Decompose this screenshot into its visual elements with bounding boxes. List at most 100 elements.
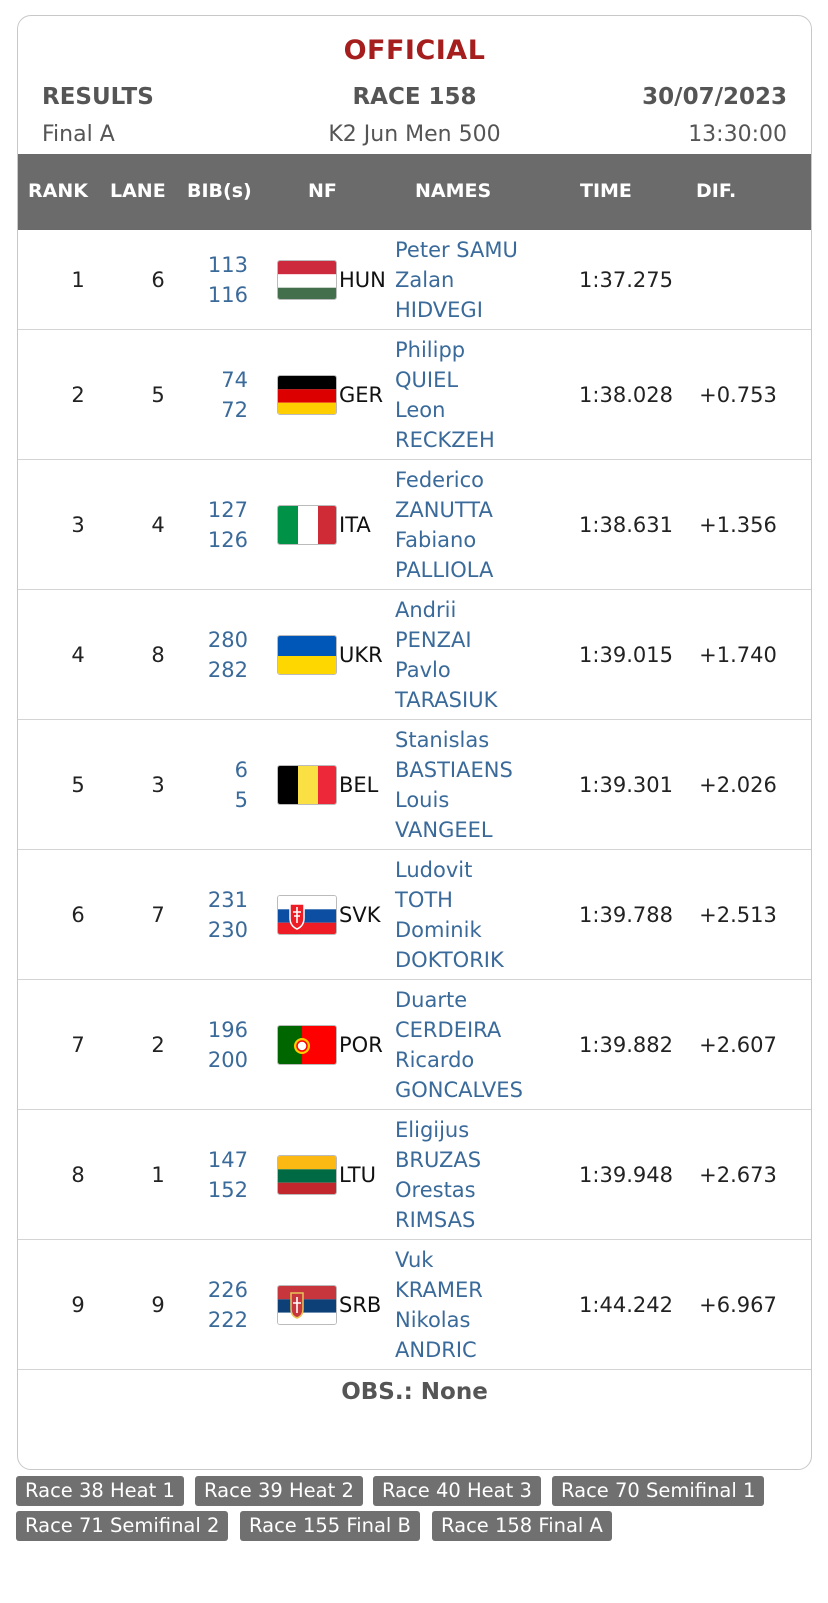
athlete-name-link[interactable]: Orestas — [395, 1177, 476, 1202]
athlete-name-link[interactable]: PALLIOLA — [395, 557, 494, 582]
athlete-name-link[interactable]: QUIEL — [395, 367, 459, 392]
svk-flag-icon — [277, 894, 337, 935]
bib-link[interactable]: 127 — [207, 497, 248, 522]
nf-cell: HUN — [339, 267, 386, 292]
athlete-name-link[interactable]: VANGEEL — [395, 817, 493, 842]
bib-link[interactable]: 280 — [207, 627, 248, 652]
athlete-name-link[interactable]: Federico — [395, 467, 484, 492]
athlete-name-link[interactable]: Philipp — [395, 337, 466, 362]
col-rank: RANK — [28, 180, 88, 202]
dif-cell: +2.673 — [699, 1162, 777, 1187]
athlete-name-link[interactable]: Fabiano — [395, 527, 477, 552]
athlete-name-link[interactable]: GONCALVES — [395, 1077, 523, 1102]
names-cell: Andrii PENZAI Pavlo TARASIUK — [395, 595, 555, 715]
ita-flag-icon — [277, 504, 337, 545]
names-cell: Duarte CERDEIRA Ricardo GONCALVES — [395, 985, 555, 1105]
athlete-name-link[interactable]: Peter SAMU — [395, 237, 518, 262]
bib-link[interactable]: 200 — [207, 1047, 248, 1072]
names-cell: Philipp QUIEL Leon RECKZEH — [395, 335, 555, 455]
bel-flag-icon — [277, 764, 337, 805]
bib-link[interactable]: 282 — [207, 657, 248, 682]
athlete-name-link[interactable]: Andrii — [395, 597, 457, 622]
athlete-name-link[interactable]: RIMSAS — [395, 1207, 476, 1232]
rank-cell: 2 — [71, 382, 85, 407]
table-row: 3 4 127 126 ITA Federico ZANUTTA Fabiano PALLIOL… — [18, 460, 811, 590]
dif-cell: +1.740 — [699, 642, 777, 667]
bib-link[interactable]: 72 — [221, 397, 248, 422]
bibs-cell: 280 282 — [198, 625, 248, 685]
nf-cell: UKR — [339, 642, 383, 667]
time-cell: 1:38.631 — [579, 512, 673, 537]
names-cell: Federico ZANUTTA Fabiano PALLIOLA — [395, 465, 555, 585]
race-link-button[interactable]: Race 155 Final B — [240, 1511, 420, 1541]
athlete-name-link[interactable]: Pavlo — [395, 657, 451, 682]
race-link-button[interactable]: Race 71 Semifinal 2 — [16, 1511, 229, 1541]
athlete-name-link[interactable]: BASTIAENS — [395, 757, 513, 782]
race-link-button[interactable]: Race 40 Heat 3 — [373, 1476, 541, 1506]
rank-cell: 1 — [71, 267, 85, 292]
bib-link[interactable]: 116 — [207, 282, 248, 307]
bib-link[interactable]: 74 — [221, 367, 248, 392]
athlete-name-link[interactable]: HIDVEGI — [395, 297, 483, 322]
athlete-name-link[interactable]: Eligijus — [395, 1117, 470, 1142]
athlete-name-link[interactable]: Duarte — [395, 987, 468, 1012]
athlete-name-link[interactable]: CERDEIRA — [395, 1017, 502, 1042]
race-phase: Final A — [42, 122, 115, 147]
time-cell: 1:39.948 — [579, 1162, 673, 1187]
athlete-name-link[interactable]: TOTH — [395, 887, 453, 912]
dif-cell: +2.513 — [699, 902, 777, 927]
rank-cell: 8 — [71, 1162, 85, 1187]
bib-link[interactable]: 147 — [207, 1147, 248, 1172]
lane-cell: 4 — [151, 512, 165, 537]
athlete-name-link[interactable]: ZANUTTA — [395, 497, 493, 522]
athlete-name-link[interactable]: Ricardo — [395, 1047, 475, 1072]
nf-cell: ITA — [339, 512, 371, 537]
lane-cell: 8 — [151, 642, 165, 667]
race-link-button[interactable]: Race 38 Heat 1 — [16, 1476, 184, 1506]
athlete-name-link[interactable]: Stanislas — [395, 727, 490, 752]
race-link-button[interactable]: Race 39 Heat 2 — [195, 1476, 363, 1506]
por-flag-icon — [277, 1024, 337, 1065]
athlete-name-link[interactable]: Dominik — [395, 917, 482, 942]
bib-link[interactable]: 196 — [207, 1017, 248, 1042]
table-row: 7 2 196 200 POR Duarte CERDEIRA Ricardo GONCALVE… — [18, 980, 811, 1110]
rank-cell: 7 — [71, 1032, 85, 1057]
bib-link[interactable]: 152 — [207, 1177, 248, 1202]
bib-link[interactable]: 222 — [207, 1307, 248, 1332]
athlete-name-link[interactable]: KRAMER — [395, 1277, 483, 1302]
athlete-name-link[interactable]: Zalan — [395, 267, 455, 292]
athlete-name-link[interactable]: Nikolas — [395, 1307, 471, 1332]
bib-link[interactable]: 230 — [207, 917, 248, 942]
race-link-button[interactable]: Race 158 Final A — [432, 1511, 612, 1541]
col-dif: DIF. — [696, 180, 737, 202]
bibs-cell: 74 72 — [198, 365, 248, 425]
bib-link[interactable]: 231 — [207, 887, 248, 912]
col-lane: LANE — [110, 180, 166, 202]
bib-link[interactable]: 226 — [207, 1277, 248, 1302]
athlete-name-link[interactable]: Ludovit — [395, 857, 473, 882]
athlete-name-link[interactable]: TARASIUK — [395, 687, 498, 712]
nf-cell: BEL — [339, 772, 379, 797]
athlete-name-link[interactable]: DOKTORIK — [395, 947, 504, 972]
srb-flag-icon — [277, 1284, 337, 1325]
bib-link[interactable]: 6 — [234, 757, 248, 782]
bib-link[interactable]: 113 — [207, 252, 248, 277]
table-row: 4 8 280 282 UKR Andrii PENZAI Pavlo TARASIUK 1:39… — [18, 590, 811, 720]
hun-flag-icon — [277, 259, 337, 300]
ger-flag-icon — [277, 374, 337, 415]
bib-link[interactable]: 5 — [234, 787, 248, 812]
rank-cell: 4 — [71, 642, 85, 667]
athlete-name-link[interactable]: Louis — [395, 787, 450, 812]
bib-link[interactable]: 126 — [207, 527, 248, 552]
race-link-button[interactable]: Race 70 Semifinal 1 — [552, 1476, 765, 1506]
names-cell: Peter SAMU Zalan HIDVEGI — [395, 235, 555, 325]
athlete-name-link[interactable]: BRUZAS — [395, 1147, 482, 1172]
athlete-name-link[interactable]: Leon — [395, 397, 446, 422]
athlete-name-link[interactable]: PENZAI — [395, 627, 472, 652]
athlete-name-link[interactable]: ANDRIC — [395, 1337, 477, 1362]
athlete-name-link[interactable]: Vuk — [395, 1247, 434, 1272]
names-cell: Stanislas BASTIAENS Louis VANGEEL — [395, 725, 555, 845]
time-cell: 1:37.275 — [579, 267, 673, 292]
athlete-name-link[interactable]: RECKZEH — [395, 427, 495, 452]
lane-cell: 3 — [151, 772, 165, 797]
